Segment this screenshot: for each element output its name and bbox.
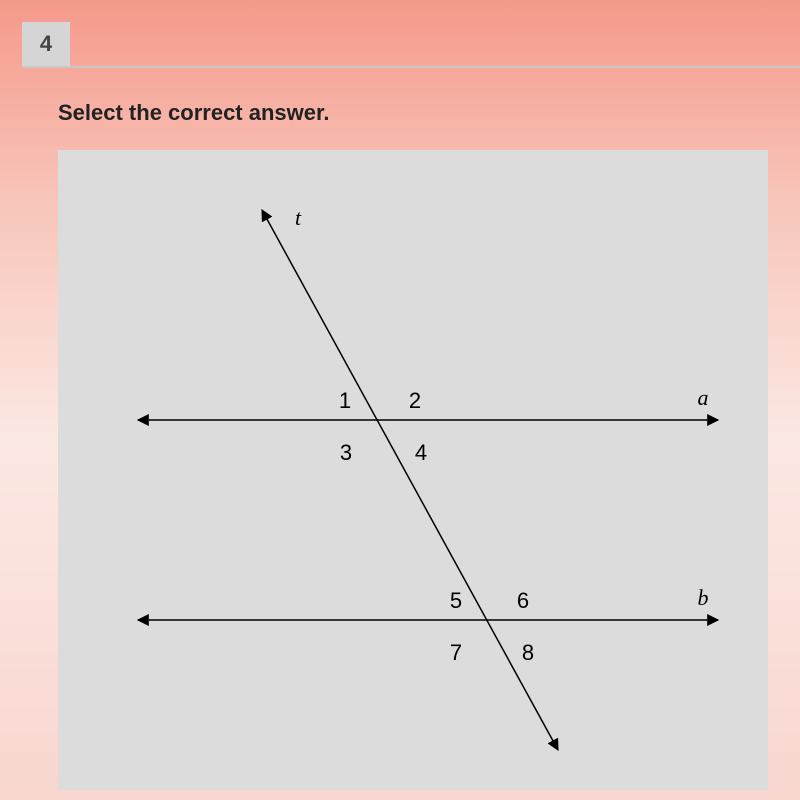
geometry-diagram: a b t 1 2 3 4 5 6 7 8 (58, 150, 768, 790)
transversal-t (262, 210, 558, 750)
question-number-text: 4 (40, 31, 52, 57)
angle-label-1: 1 (339, 388, 351, 413)
question-prompt: Select the correct answer. (58, 100, 329, 126)
angle-label-2: 2 (409, 388, 421, 413)
question-number-badge: 4 (22, 22, 70, 66)
line-a-label: a (698, 385, 709, 410)
header-divider (22, 66, 800, 68)
transversal-label: t (295, 205, 302, 230)
angle-label-3: 3 (340, 440, 352, 465)
angle-label-5: 5 (450, 588, 462, 613)
angle-label-6: 6 (517, 588, 529, 613)
line-b-label: b (698, 585, 709, 610)
angle-label-7: 7 (450, 640, 462, 665)
diagram-panel: a b t 1 2 3 4 5 6 7 8 (58, 150, 768, 790)
angle-label-4: 4 (415, 440, 427, 465)
angle-label-8: 8 (522, 640, 534, 665)
